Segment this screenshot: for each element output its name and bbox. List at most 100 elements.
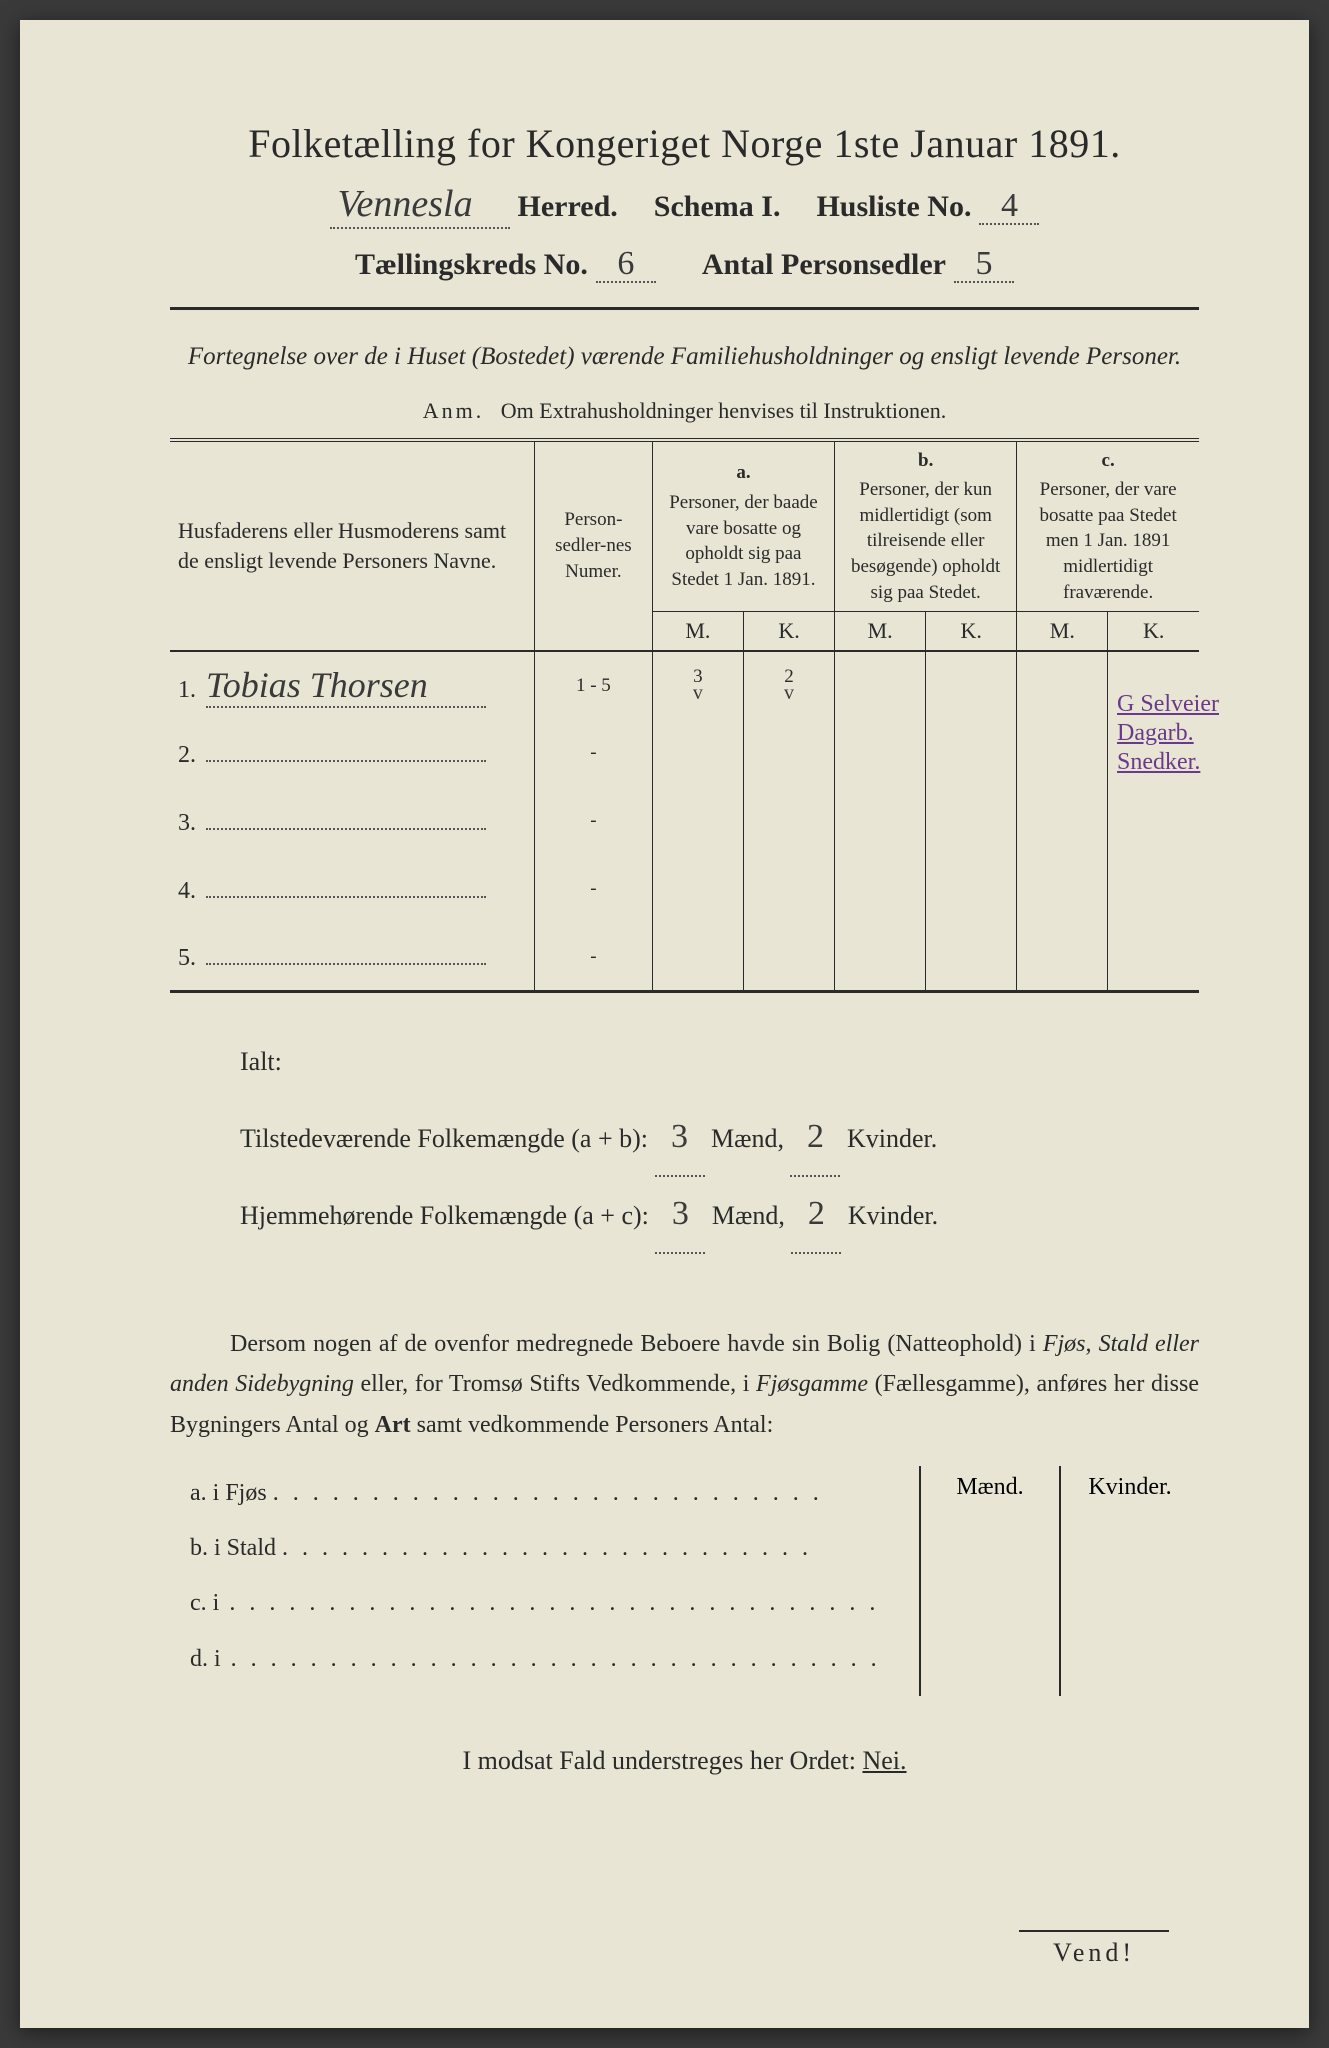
table-row: 4. - bbox=[170, 855, 1199, 923]
col-a-m: M. bbox=[652, 612, 743, 652]
row-name-blank bbox=[206, 874, 486, 898]
row-a-k bbox=[743, 923, 834, 991]
herred-label: Herred. bbox=[518, 190, 618, 224]
row-b-k bbox=[926, 855, 1017, 923]
margin-note-line: Snedker. bbox=[1117, 748, 1219, 777]
sub-mk-header: Mænd. Kvinder. bbox=[919, 1466, 1199, 1696]
row-num: 4. bbox=[178, 878, 206, 905]
sub-section: a. i Fjøs . . . . . . . . . . . . . . . … bbox=[170, 1466, 1199, 1696]
totals-line-1: Tilstedeværende Folkemængde (a + b): 3 M… bbox=[240, 1100, 1199, 1177]
husliste-label: Husliste No. bbox=[816, 190, 971, 224]
row-c-m bbox=[1017, 855, 1108, 923]
main-table: Husfaderens eller Husmoderens samt de en… bbox=[170, 438, 1199, 993]
table-row: 3. - bbox=[170, 787, 1199, 855]
para-italic: Fjøsgamme bbox=[756, 1371, 868, 1397]
anm-prefix: Anm. bbox=[423, 398, 485, 423]
row-b-k bbox=[926, 651, 1017, 719]
col-a-label: a. bbox=[661, 460, 826, 490]
row-b-m bbox=[835, 855, 926, 923]
row-c-m bbox=[1017, 719, 1108, 787]
row-b-m bbox=[835, 923, 926, 991]
antal-label: Antal Personsedler bbox=[702, 248, 946, 282]
row-c-m bbox=[1017, 787, 1108, 855]
row-a-m bbox=[652, 923, 743, 991]
row-num: 5. bbox=[178, 945, 206, 972]
col-c-m: M. bbox=[1017, 612, 1108, 652]
kvinder-label: Kvinder. bbox=[848, 1201, 938, 1230]
anm-line: Anm. Om Extrahusholdninger henvises til … bbox=[170, 398, 1199, 424]
col-c-k: K. bbox=[1108, 612, 1199, 652]
header-row-2: Tællingskreds No. 6 Antal Personsedler 5 bbox=[170, 247, 1199, 283]
vend-label: Vend! bbox=[1019, 1930, 1169, 1968]
col-names-header: Husfaderens eller Husmoderens samt de en… bbox=[170, 440, 534, 652]
row-a-k: 2v bbox=[743, 651, 834, 719]
row-num: 3. bbox=[178, 810, 206, 837]
col-names-text: Husfaderens eller Husmoderens samt de en… bbox=[178, 518, 506, 573]
row-name-blank bbox=[206, 738, 486, 762]
table-row: 5. - bbox=[170, 923, 1199, 991]
col-b-m: M. bbox=[835, 612, 926, 652]
antal-value: 5 bbox=[954, 247, 1014, 283]
row-a-m bbox=[652, 787, 743, 855]
row-c-k bbox=[1108, 923, 1199, 991]
row-a-m bbox=[652, 855, 743, 923]
maend-label: Mænd, bbox=[711, 1124, 784, 1153]
margin-note-line: G Selveier bbox=[1117, 690, 1219, 719]
col-numer-header: Person-sedler-nes Numer. bbox=[534, 440, 652, 652]
col-b-header: b. Personer, der kun midlertidigt (som t… bbox=[835, 440, 1017, 612]
sub-item-a: a. i Fjøs . . . . . . . . . . . . . . . … bbox=[190, 1466, 919, 1521]
census-form-page: Folketælling for Kongeriget Norge 1ste J… bbox=[20, 20, 1309, 2028]
divider bbox=[170, 307, 1199, 310]
husliste-value: 4 bbox=[979, 189, 1039, 225]
col-c-header: c. Personer, der vare bosatte paa Stedet… bbox=[1017, 440, 1199, 612]
sub-maend: Mænd. bbox=[921, 1466, 1061, 1696]
totals-line2-k: 2 bbox=[791, 1177, 841, 1254]
row-b-m bbox=[835, 719, 926, 787]
sub-kvinder: Kvinder. bbox=[1061, 1466, 1199, 1696]
col-c-desc: Personer, der vare bosatte paa Stedet me… bbox=[1040, 479, 1177, 603]
paragraph: Dersom nogen af de ovenfor medregnede Be… bbox=[170, 1324, 1199, 1446]
row-c-m bbox=[1017, 651, 1108, 719]
totals-line2-m: 3 bbox=[655, 1177, 705, 1254]
ialt-label: Ialt: bbox=[240, 1033, 1199, 1090]
kvinder-label: Kvinder. bbox=[847, 1124, 937, 1153]
totals-line1-k: 2 bbox=[790, 1100, 840, 1177]
footer-text: I modsat Fald understreges her Ordet: bbox=[462, 1746, 862, 1775]
row-c-k bbox=[1108, 787, 1199, 855]
row-numer: - bbox=[534, 855, 652, 923]
margin-note: G Selveier Dagarb. Snedker. bbox=[1117, 690, 1219, 776]
col-b-label: b. bbox=[843, 448, 1008, 478]
col-a-k: K. bbox=[743, 612, 834, 652]
row-c-m bbox=[1017, 923, 1108, 991]
row-a-k bbox=[743, 855, 834, 923]
row-a-m: 3v bbox=[652, 651, 743, 719]
totals-line-2: Hjemmehørende Folkemængde (a + c): 3 Mæn… bbox=[240, 1177, 1199, 1254]
row-a-k bbox=[743, 787, 834, 855]
col-a-desc: Personer, der baade vare bosatte og opho… bbox=[669, 492, 818, 590]
row-a-m bbox=[652, 719, 743, 787]
para-bold: Art bbox=[375, 1412, 411, 1438]
sub-item-b: b. i Stald . . . . . . . . . . . . . . .… bbox=[190, 1521, 919, 1576]
row-name: Tobias Thorsen bbox=[206, 664, 486, 708]
page-title: Folketælling for Kongeriget Norge 1ste J… bbox=[170, 120, 1199, 167]
row-num: 2. bbox=[178, 742, 206, 769]
sub-list: a. i Fjøs . . . . . . . . . . . . . . . … bbox=[170, 1466, 919, 1687]
schema-label: Schema I. bbox=[654, 190, 781, 224]
margin-note-line: Dagarb. bbox=[1117, 719, 1219, 748]
row-name-blank bbox=[206, 941, 486, 965]
row-b-k bbox=[926, 923, 1017, 991]
sub-item-d: d. i . . . . . . . . . . . . . . . . . .… bbox=[190, 1632, 919, 1687]
row-a-k bbox=[743, 719, 834, 787]
anm-text: Om Extrahusholdninger henvises til Instr… bbox=[501, 398, 946, 423]
subtitle: Fortegnelse over de i Huset (Bostedet) v… bbox=[170, 338, 1199, 376]
row-name-blank bbox=[206, 806, 486, 830]
col-b-desc: Personer, der kun midlertidigt (som tilr… bbox=[851, 479, 1000, 603]
totals-line1-label: Tilstedeværende Folkemængde (a + b): bbox=[240, 1124, 648, 1153]
kreds-value: 6 bbox=[596, 247, 656, 283]
row-numer: - bbox=[534, 787, 652, 855]
herred-value: Vennesla bbox=[330, 185, 510, 229]
row-numer: - bbox=[534, 719, 652, 787]
maend-label: Mænd, bbox=[712, 1201, 785, 1230]
kreds-label: Tællingskreds No. bbox=[355, 248, 588, 282]
col-b-k: K. bbox=[926, 612, 1017, 652]
